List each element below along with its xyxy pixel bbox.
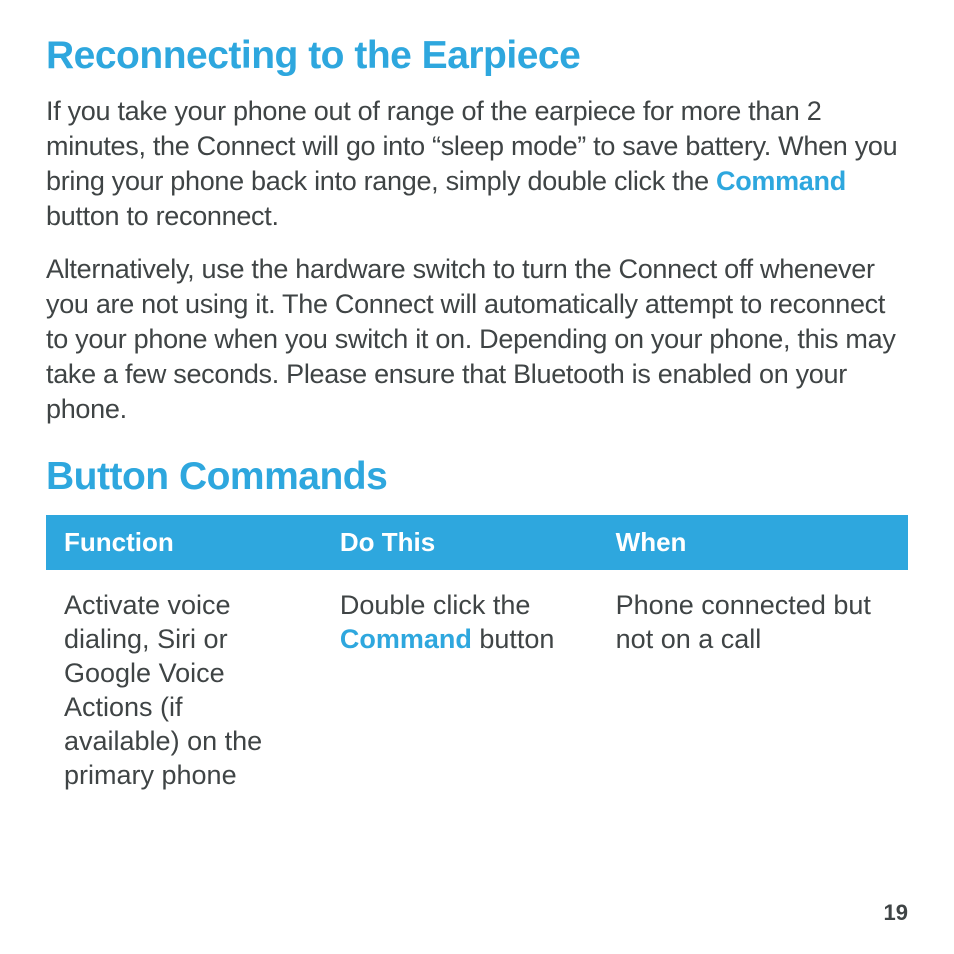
command-keyword: Command [716, 166, 846, 196]
col-when: When [598, 515, 908, 570]
cell-function: Activate voice dialing, Siri or Google V… [46, 570, 322, 792]
table-header-row: Function Do This When [46, 515, 908, 570]
heading-reconnecting: Reconnecting to the Earpiece [46, 34, 908, 78]
paragraph-reconnect-1: If you take your phone out of range of t… [46, 94, 908, 234]
col-function: Function [46, 515, 322, 570]
paragraph-reconnect-2: Alternatively, use the hardware switch t… [46, 252, 908, 427]
cell-when: Phone connected but not on a call [598, 570, 908, 792]
cell-do-this: Double click the Command button [322, 570, 598, 792]
table-row: Activate voice dialing, Siri or Google V… [46, 570, 908, 792]
text-span: Double click the [340, 590, 531, 620]
command-keyword: Command [340, 624, 472, 654]
manual-page: Reconnecting to the Earpiece If you take… [0, 0, 954, 954]
commands-table: Function Do This When Activate voice dia… [46, 515, 908, 792]
text-span: button to reconnect. [46, 201, 279, 231]
text-span: button [472, 624, 555, 654]
heading-button-commands: Button Commands [46, 455, 908, 499]
page-number: 19 [884, 900, 908, 926]
col-do-this: Do This [322, 515, 598, 570]
